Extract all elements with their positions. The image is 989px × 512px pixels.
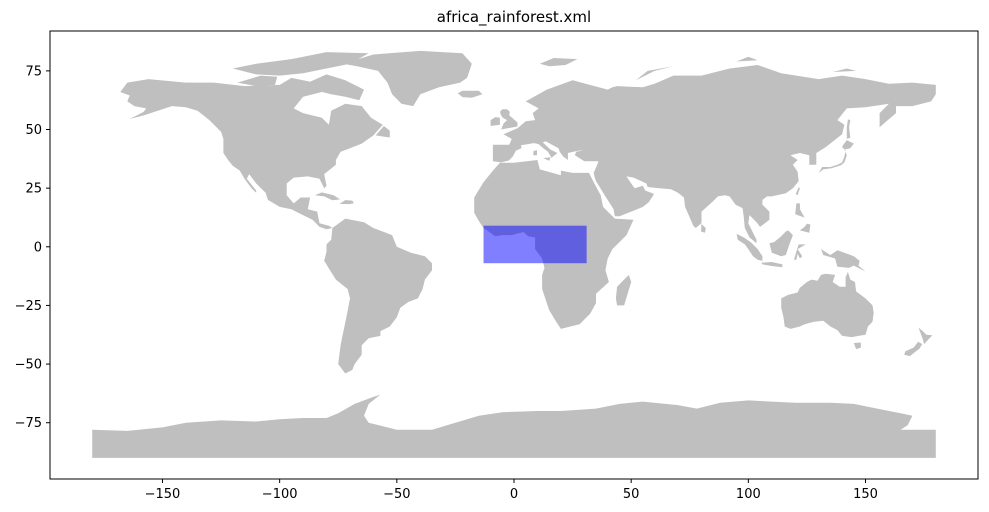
iceland-land <box>457 90 483 98</box>
japan-land <box>818 140 854 173</box>
taiwan-land <box>795 187 800 196</box>
y-tick-label: 25 <box>25 182 42 197</box>
new-zealand-south-land <box>904 341 923 357</box>
ireland-land <box>490 117 500 126</box>
victoria-island-land <box>237 75 278 87</box>
new-zealand-north-land <box>918 327 933 345</box>
canadian-arctic-land <box>232 52 369 76</box>
severnaya-zemlya-land <box>736 56 758 62</box>
x-tick-label: 150 <box>853 487 878 502</box>
x-tick-label: −100 <box>262 487 298 502</box>
y-tick-label: −50 <box>15 358 42 373</box>
chart-title: africa_rainforest.xml <box>437 8 591 27</box>
x-tick-label: −150 <box>145 487 181 502</box>
baffin-island-land <box>303 74 364 101</box>
y-axis: 75 50 25 0 −25 −50 −75 <box>15 64 50 431</box>
antarctica-land <box>92 394 936 458</box>
sakhalin-land <box>846 119 851 139</box>
africa-rainforest-region <box>483 225 587 264</box>
eurasia-land <box>492 65 936 244</box>
x-tick-label: 50 <box>623 487 640 502</box>
sulawesi-land <box>794 244 806 260</box>
new-siberian-islands-land <box>832 68 857 72</box>
tasmania-land <box>853 342 861 350</box>
x-axis: −150 −100 −50 0 50 100 150 <box>145 479 878 502</box>
new-guinea-land <box>821 249 866 272</box>
svalbard-land <box>539 58 578 67</box>
borneo-land <box>769 230 793 257</box>
sicily-land <box>543 157 551 161</box>
y-tick-label: −25 <box>15 299 42 314</box>
philippines-south-land <box>799 223 811 233</box>
y-tick-label: −75 <box>15 416 42 431</box>
y-tick-label: 50 <box>25 123 42 138</box>
philippines-north-land <box>795 203 805 218</box>
plot-area: −150 −100 −50 0 50 100 150 75 50 25 0 −25 −50 −75 <box>15 30 979 502</box>
x-tick-label: −50 <box>383 487 410 502</box>
cuba-land <box>314 192 341 201</box>
hispaniola-land <box>339 200 354 205</box>
north-america-land <box>120 77 383 230</box>
australia-land <box>781 271 874 338</box>
x-tick-label: 0 <box>510 487 518 502</box>
greenland-land <box>342 50 472 107</box>
land-masses <box>92 50 936 458</box>
x-tick-label: 100 <box>736 487 761 502</box>
newfoundland-land <box>375 126 390 138</box>
madagascar-land <box>615 274 632 306</box>
sri-lanka-land <box>701 224 706 233</box>
sumatra-land <box>736 233 763 261</box>
sardinia-land <box>533 150 537 156</box>
y-tick-label: 0 <box>34 240 42 255</box>
south-america-land <box>324 218 432 374</box>
uk-land <box>499 109 518 130</box>
y-tick-label: 75 <box>25 64 42 79</box>
java-land <box>761 262 783 268</box>
